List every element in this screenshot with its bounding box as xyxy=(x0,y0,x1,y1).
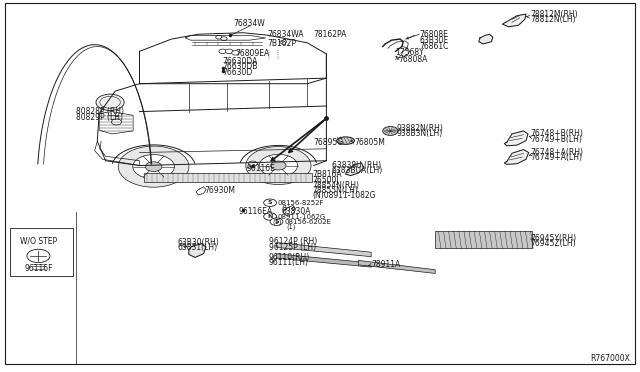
Text: 76808E: 76808E xyxy=(419,30,448,39)
Text: W/O STEP: W/O STEP xyxy=(20,237,57,246)
Text: 17568Y: 17568Y xyxy=(396,48,424,57)
Text: 78854N(RH): 78854N(RH) xyxy=(312,181,359,190)
Text: 63830A: 63830A xyxy=(282,207,311,216)
Text: 76500J: 76500J xyxy=(312,176,339,185)
Circle shape xyxy=(246,147,311,185)
Circle shape xyxy=(216,35,222,39)
Text: 76895G: 76895G xyxy=(314,138,344,147)
Text: 76748+B(RH): 76748+B(RH) xyxy=(530,129,583,138)
Text: 76630DA: 76630DA xyxy=(223,57,258,66)
Bar xyxy=(435,231,532,248)
Text: 96116F: 96116F xyxy=(24,264,52,273)
Text: 76809EA: 76809EA xyxy=(236,49,270,58)
Text: 96116EA: 96116EA xyxy=(238,207,272,216)
Text: 76930M: 76930M xyxy=(205,186,236,195)
Text: 78812M(RH): 78812M(RH) xyxy=(530,10,577,19)
Circle shape xyxy=(96,94,124,110)
Text: 93882N(RH): 93882N(RH) xyxy=(397,124,444,133)
Text: 76805M: 76805M xyxy=(355,138,385,147)
Text: 938B3N(LH): 938B3N(LH) xyxy=(397,129,443,138)
Text: 63B30F: 63B30F xyxy=(419,36,448,45)
Bar xyxy=(10,228,73,276)
Text: 76834W: 76834W xyxy=(234,19,266,28)
Text: 76749+B(LH): 76749+B(LH) xyxy=(530,135,582,144)
Circle shape xyxy=(219,49,227,54)
Text: 96125P (LH): 96125P (LH) xyxy=(269,243,316,251)
Text: 76748+A(RH): 76748+A(RH) xyxy=(530,148,583,157)
Text: R767000X: R767000X xyxy=(591,355,630,363)
Polygon shape xyxy=(276,254,371,267)
Text: 96116E: 96116E xyxy=(246,164,275,173)
Text: (1): (1) xyxy=(282,205,291,211)
Polygon shape xyxy=(346,163,364,176)
Circle shape xyxy=(111,119,122,125)
Text: 96111(LH): 96111(LH) xyxy=(269,258,309,267)
Text: 6383BUA(LH): 6383BUA(LH) xyxy=(332,166,383,175)
Text: 76945Y(RH): 76945Y(RH) xyxy=(530,234,576,243)
Polygon shape xyxy=(504,150,529,164)
Text: (1): (1) xyxy=(287,224,296,230)
Text: 76834WA: 76834WA xyxy=(268,30,304,39)
Ellipse shape xyxy=(337,137,355,144)
Circle shape xyxy=(221,37,227,41)
Text: 80828P (RH): 80828P (RH) xyxy=(76,107,124,116)
Text: 76808A: 76808A xyxy=(398,55,428,64)
Text: 76630DB: 76630DB xyxy=(223,62,258,71)
Text: 76749+A(LH): 76749+A(LH) xyxy=(530,153,582,162)
Text: 63838U (RH): 63838U (RH) xyxy=(332,161,381,170)
Circle shape xyxy=(225,49,233,54)
Circle shape xyxy=(264,199,276,206)
Text: (1): (1) xyxy=(273,218,282,225)
Polygon shape xyxy=(358,260,435,273)
Text: 08156-6202E: 08156-6202E xyxy=(284,219,331,225)
Text: S: S xyxy=(274,219,279,224)
Text: 78162PA: 78162PA xyxy=(314,30,347,39)
Circle shape xyxy=(118,146,189,187)
Text: 96124P (RH): 96124P (RH) xyxy=(269,237,317,246)
Circle shape xyxy=(145,162,162,171)
Polygon shape xyxy=(504,131,528,146)
Circle shape xyxy=(271,161,286,170)
Bar xyxy=(144,173,312,182)
Text: 08911-1062G: 08911-1062G xyxy=(278,214,326,219)
Circle shape xyxy=(27,249,50,263)
Text: 78855N(LH): 78855N(LH) xyxy=(312,186,358,195)
Text: 7B816A: 7B816A xyxy=(312,170,342,179)
Circle shape xyxy=(232,51,239,55)
Text: 76861C: 76861C xyxy=(419,42,449,51)
Text: 7B162P: 7B162P xyxy=(268,39,296,48)
Circle shape xyxy=(383,126,398,135)
Circle shape xyxy=(259,154,298,177)
Polygon shape xyxy=(189,244,206,257)
Text: S: S xyxy=(268,200,273,205)
Circle shape xyxy=(270,218,283,225)
Text: 76630D: 76630D xyxy=(223,68,253,77)
Text: (N)08911-1082G: (N)08911-1082G xyxy=(312,191,376,200)
Text: 96110(RH): 96110(RH) xyxy=(269,253,310,262)
Circle shape xyxy=(264,213,276,220)
Text: 08156-8252F: 08156-8252F xyxy=(278,200,324,206)
Polygon shape xyxy=(479,34,493,44)
Circle shape xyxy=(133,154,174,179)
Polygon shape xyxy=(502,14,526,27)
Polygon shape xyxy=(276,243,371,257)
Text: 78911A: 78911A xyxy=(371,260,401,269)
Text: 80829P (LH): 80829P (LH) xyxy=(76,113,122,122)
Text: 78812N(LH): 78812N(LH) xyxy=(530,15,575,24)
Circle shape xyxy=(248,161,257,166)
Text: 76945Z(LH): 76945Z(LH) xyxy=(530,239,575,248)
Text: 63B30(RH): 63B30(RH) xyxy=(178,238,220,247)
Text: N: N xyxy=(268,214,273,219)
Text: 63831(LH): 63831(LH) xyxy=(178,243,218,252)
